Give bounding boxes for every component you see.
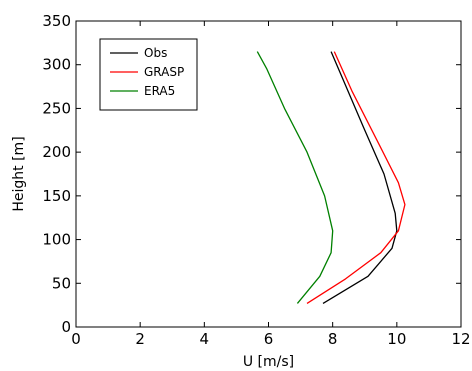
x-tick-label: 4: [200, 330, 210, 348]
legend-box: [99, 38, 198, 111]
tick-layer: 0 2 4 6 8 10 12 0 50 100 150 200 250 300 350: [42, 12, 470, 348]
y-tick-label: 100: [42, 231, 71, 249]
y-tick-label: 0: [61, 318, 71, 336]
x-tick-label: 12: [451, 330, 470, 348]
series-line-obs: [322, 51, 398, 304]
series-layer: [256, 51, 406, 304]
y-tick-label: 300: [42, 56, 71, 74]
legend: Obs GRASP ERA5: [99, 38, 198, 111]
y-axis-label: Height [m]: [11, 136, 27, 211]
y-tick-label: 350: [42, 12, 71, 30]
y-tick-label: 200: [42, 143, 71, 161]
y-tick-label: 150: [42, 187, 71, 205]
x-tick-label: 10: [387, 330, 406, 348]
legend-label-grasp: GRASP: [144, 65, 184, 79]
y-tick-label: 50: [52, 274, 71, 292]
x-tick-label: 8: [328, 330, 338, 348]
x-tick-label: 6: [264, 330, 274, 348]
series-line-grasp: [306, 51, 406, 304]
y-tick-label: 250: [42, 99, 71, 117]
x-axis-label: U [m/s]: [243, 354, 294, 370]
x-tick-label: 2: [135, 330, 145, 348]
x-tick-label: 0: [71, 330, 81, 348]
series-line-era5: [256, 51, 334, 304]
legend-label-era5: ERA5: [144, 84, 175, 98]
legend-label-obs: Obs: [144, 46, 167, 60]
